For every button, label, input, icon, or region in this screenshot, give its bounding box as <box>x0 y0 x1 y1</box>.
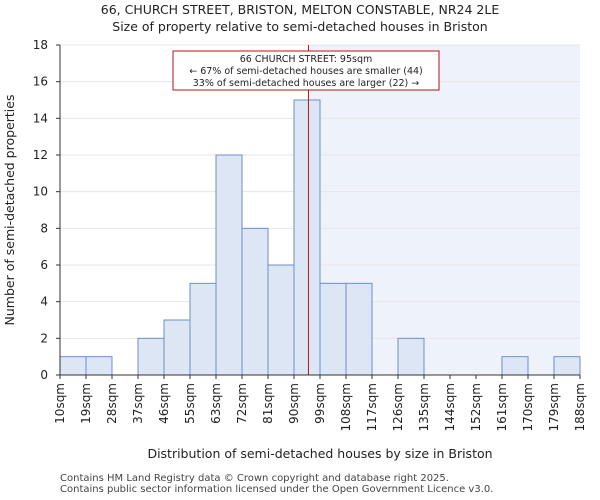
x-tick-label: 152sqm <box>469 383 483 431</box>
annotation-line-1: 66 CHURCH STREET: 95sqm <box>240 54 373 65</box>
bar <box>319 282 347 376</box>
y-tick-label: 10 <box>33 185 48 199</box>
x-tick-label: 72sqm <box>235 383 249 424</box>
annotation-line-2: ← 67% of semi-detached houses are smalle… <box>189 66 423 77</box>
x-tick-label: 28sqm <box>105 383 119 424</box>
x-tick-label: 90sqm <box>287 383 301 424</box>
chart-title: 66, CHURCH STREET, BRISTON, MELTON CONST… <box>100 2 500 17</box>
y-tick-label: 16 <box>33 75 48 89</box>
y-tick-label: 12 <box>33 148 48 162</box>
y-tick-label: 8 <box>40 221 48 235</box>
x-tick-label: 19sqm <box>79 383 93 424</box>
bar <box>85 356 113 376</box>
x-tick-label: 46sqm <box>157 383 171 424</box>
x-tick-label: 135sqm <box>417 383 431 431</box>
y-tick-label: 0 <box>40 368 48 382</box>
bar <box>241 227 269 376</box>
bar <box>553 356 581 376</box>
x-axis-label: Distribution of semi-detached houses by … <box>147 446 492 461</box>
y-tick-label: 18 <box>33 38 48 52</box>
bar <box>163 319 191 376</box>
footer-copyright: Contains HM Land Registry data © Crown c… <box>60 473 449 484</box>
x-tick-label: 179sqm <box>547 383 561 431</box>
x-tick-label: 10sqm <box>53 383 67 424</box>
x-tick-label: 63sqm <box>209 383 223 424</box>
bar <box>293 99 321 376</box>
bar <box>189 282 217 376</box>
x-tick-label: 99sqm <box>313 383 327 424</box>
bar <box>59 356 87 376</box>
x-tick-label: 37sqm <box>131 383 145 424</box>
bar <box>397 337 425 376</box>
footer-licence: Contains public sector information licen… <box>60 484 494 495</box>
x-tick-label: 108sqm <box>339 383 353 431</box>
bar <box>345 282 373 376</box>
x-tick-label: 81sqm <box>261 383 275 424</box>
x-tick-label: 55sqm <box>183 383 197 424</box>
annotation-line-3: 33% of semi-detached houses are larger (… <box>193 78 420 89</box>
x-tick-label: 161sqm <box>495 383 509 431</box>
chart-subtitle: Size of property relative to semi-detach… <box>112 19 488 34</box>
bar <box>137 337 165 376</box>
histogram-chart: 0 2 4 6 8 10 12 14 16 18 10sqm 19sqm 28sqm 37sqm 46sqm… <box>2 38 587 461</box>
y-tick-label: 14 <box>33 111 48 125</box>
y-tick-label: 4 <box>40 295 48 309</box>
x-tick-label: 117sqm <box>365 383 379 431</box>
annotation-box <box>172 50 440 91</box>
bar <box>215 154 243 376</box>
bar <box>501 356 529 376</box>
x-tick-label: 144sqm <box>443 383 457 431</box>
x-tick-label: 126sqm <box>391 383 405 431</box>
bar <box>267 264 295 376</box>
x-tick-label: 188sqm <box>573 383 587 431</box>
x-tick-label: 170sqm <box>521 383 535 431</box>
y-tick-label: 6 <box>40 258 48 272</box>
y-axis-label: Number of semi-detached properties <box>2 95 17 326</box>
y-tick-label: 2 <box>40 331 48 345</box>
